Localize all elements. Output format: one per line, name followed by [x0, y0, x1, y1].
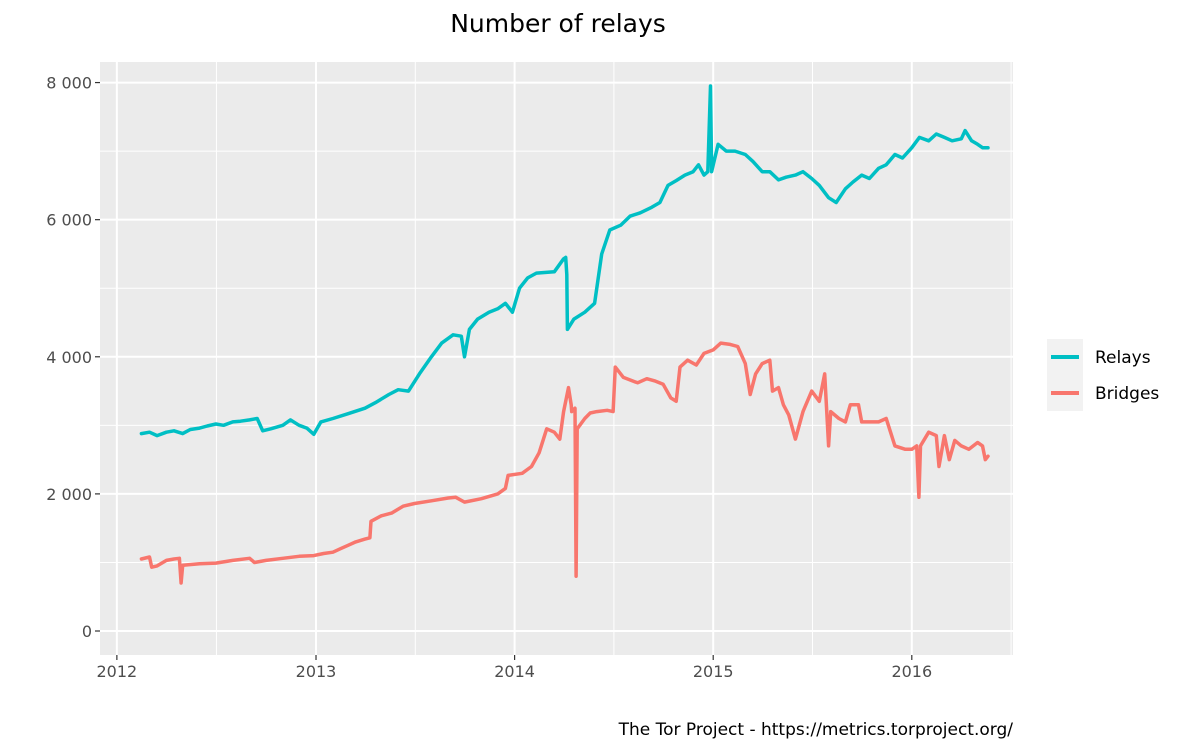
legend: Relays Bridges	[1047, 339, 1159, 411]
y-tick-label: 6 000	[46, 211, 92, 230]
series-line-bridges	[139, 341, 990, 585]
x-tick-label: 2015	[693, 662, 734, 681]
y-tick-label: 2 000	[46, 485, 92, 504]
series-lines	[139, 84, 990, 585]
legend-label-relays: Relays	[1095, 348, 1151, 368]
y-tick-label: 4 000	[46, 348, 92, 367]
y-tick-label: 8 000	[46, 74, 92, 93]
x-tick-label: 2014	[494, 662, 535, 681]
x-tick-label: 2013	[296, 662, 337, 681]
series-line-relays	[139, 84, 990, 438]
y-tick-label: 0	[82, 622, 92, 641]
chart-caption: The Tor Project - https://metrics.torpro…	[618, 720, 1014, 740]
legend-label-bridges: Bridges	[1095, 384, 1159, 404]
chart-title: Number of relays	[450, 9, 666, 38]
y-axis: 0 2 000 4 000 6 000 8 000	[46, 74, 100, 641]
plot-panel	[100, 62, 1013, 655]
x-tick-label: 2016	[891, 662, 932, 681]
x-tick-label: 2012	[97, 662, 138, 681]
x-axis: 2012 2013 2014 2015 2016	[97, 655, 932, 681]
